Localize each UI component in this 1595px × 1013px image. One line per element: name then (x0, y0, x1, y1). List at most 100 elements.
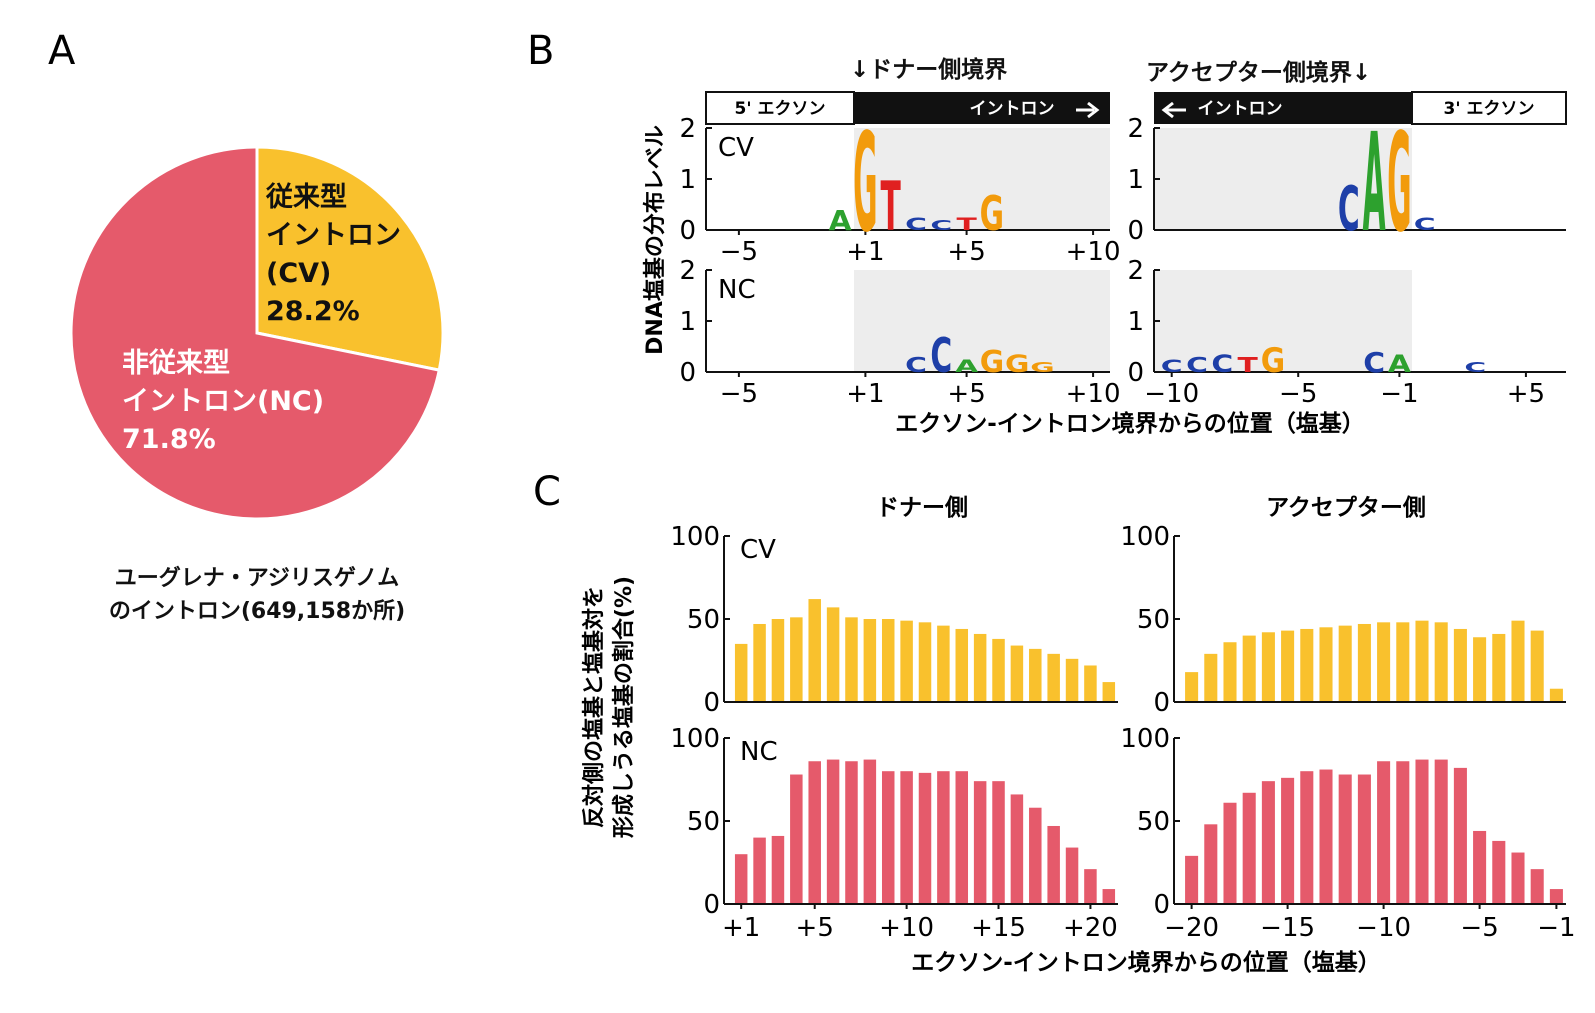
bar (955, 771, 969, 904)
bar-y-tick-label: 100 (1120, 724, 1170, 754)
bar-x-tick-label: +15 (971, 913, 1026, 943)
arrow-left-icon (1161, 101, 1186, 119)
logo-y-tick-label: 2 (1127, 114, 1144, 144)
logo-letter-T: T (956, 215, 977, 235)
bar (992, 781, 1005, 904)
logo-panel-nc_acceptor: 012−10 −5 −1 +5C C C T G C A C (1127, 256, 1566, 409)
bar (1204, 653, 1218, 702)
bar (1415, 759, 1429, 904)
pie-slice-nc (69, 145, 442, 521)
bar (1338, 774, 1352, 904)
bar-y-tick-label: 100 (670, 724, 720, 754)
bar (1453, 628, 1467, 702)
bar-y-tick-label: 0 (1153, 890, 1170, 920)
intron-donor-box (854, 92, 1110, 124)
bar-charts: 0 50 100 CV 0 50 100 0 50 100 NC +1 +5 +10 +15 +20 0 50 10… (670, 522, 1575, 943)
acceptor-boundary-title: アクセプター側境界↓ (1146, 59, 1371, 86)
bar-panel-NC-donor: 0 50 100 NC +1 +5 +10 +15 +20 (670, 724, 1118, 943)
logo-letter-G: G (1005, 351, 1029, 378)
logo-letter-C: C (1186, 354, 1208, 378)
logo-y-tick-label: 1 (679, 165, 696, 195)
logo-shaded-region (854, 270, 1110, 372)
bar (1084, 869, 1097, 904)
logo-x-tick-label: −1 (1380, 379, 1418, 409)
bar (1511, 852, 1525, 904)
bar (973, 781, 987, 904)
exon3-box (1411, 91, 1567, 125)
logo-letter-A: A (955, 357, 978, 377)
bar (1549, 688, 1563, 702)
bar (1473, 830, 1487, 904)
logo-letter-G: G (1387, 106, 1411, 263)
bar (845, 761, 858, 904)
bar (1084, 665, 1097, 702)
exon5-box (705, 91, 855, 125)
bar (1300, 771, 1314, 904)
pie-chart (69, 145, 445, 521)
bar-row-label: CV (740, 535, 776, 565)
intron-acceptor-box (1154, 92, 1412, 124)
bar (1530, 869, 1544, 904)
bar (973, 633, 987, 702)
bar (734, 643, 748, 702)
bar-panel-NC-acceptor: 0 50 100 −20 −15 −10 −5 −1 (1120, 724, 1575, 943)
logo-letter-A: A (829, 205, 852, 236)
logo-letter-C: C (905, 354, 927, 378)
bar-y-tick-label: 100 (670, 522, 720, 552)
bar (1281, 630, 1295, 702)
bar (1065, 847, 1079, 904)
logo-letter-C: C (1414, 215, 1436, 235)
bar (826, 607, 840, 702)
logo-shaded-region (1154, 128, 1412, 230)
intron-right-label: イントロン (970, 99, 1055, 119)
bar (1434, 759, 1448, 904)
bar (753, 623, 766, 702)
logo-letter-T: T (881, 168, 901, 247)
bar (1223, 802, 1237, 904)
bar (1029, 648, 1042, 702)
bar (790, 774, 803, 904)
bar-x-tick-label: −5 (1460, 913, 1498, 943)
bar (1281, 777, 1295, 904)
logo-y-tick-label: 0 (679, 358, 696, 388)
bar (1357, 623, 1371, 702)
bar-x-tick-label: +5 (796, 913, 834, 943)
bar-acceptor-title: アクセプター側 (1266, 495, 1426, 521)
bar (1396, 622, 1410, 702)
bar (1047, 653, 1060, 702)
bar (918, 772, 932, 904)
bar (1261, 632, 1275, 702)
intron-left-label: イントロン (1198, 99, 1283, 119)
pie-nc-label-1: 非従来型 (122, 348, 230, 379)
bar (1185, 855, 1199, 904)
logo-letter-G: G (1030, 360, 1054, 375)
bar (845, 617, 858, 702)
bar-y-tick-label: 50 (687, 605, 720, 635)
logo-row-label-cv: CV (718, 133, 754, 163)
bar (771, 835, 785, 904)
logo-letter-A: A (1363, 106, 1386, 263)
bar-y-tick-label: 0 (1153, 688, 1170, 718)
bar-y-tick-label: 100 (1120, 522, 1170, 552)
bar (826, 759, 840, 904)
logo-x-tick-label: −5 (1279, 379, 1317, 409)
bar-ylabel-1: 反対側の塩基と塩基対を (581, 586, 607, 828)
bar (1300, 628, 1314, 702)
bar (937, 771, 950, 904)
panel-label-c: C (533, 469, 561, 515)
logo-y-tick-label: 1 (1127, 307, 1144, 337)
bar (1102, 889, 1116, 904)
logo-shaded-region (854, 128, 1110, 230)
bar (1453, 767, 1467, 904)
bar (734, 854, 748, 904)
bar-panel-CV-donor: 0 50 100 CV (670, 522, 1118, 718)
pie-cv-pct: 28.2% (266, 296, 360, 327)
bar (1185, 672, 1199, 702)
bar (1377, 622, 1391, 702)
bar-y-tick-label: 50 (1137, 605, 1170, 635)
logo-letter-C: C (905, 215, 927, 235)
logo-letter-A: A (1388, 351, 1411, 378)
bar-ylabel-2: 形成しうる塩基の割合(%) (611, 576, 637, 838)
